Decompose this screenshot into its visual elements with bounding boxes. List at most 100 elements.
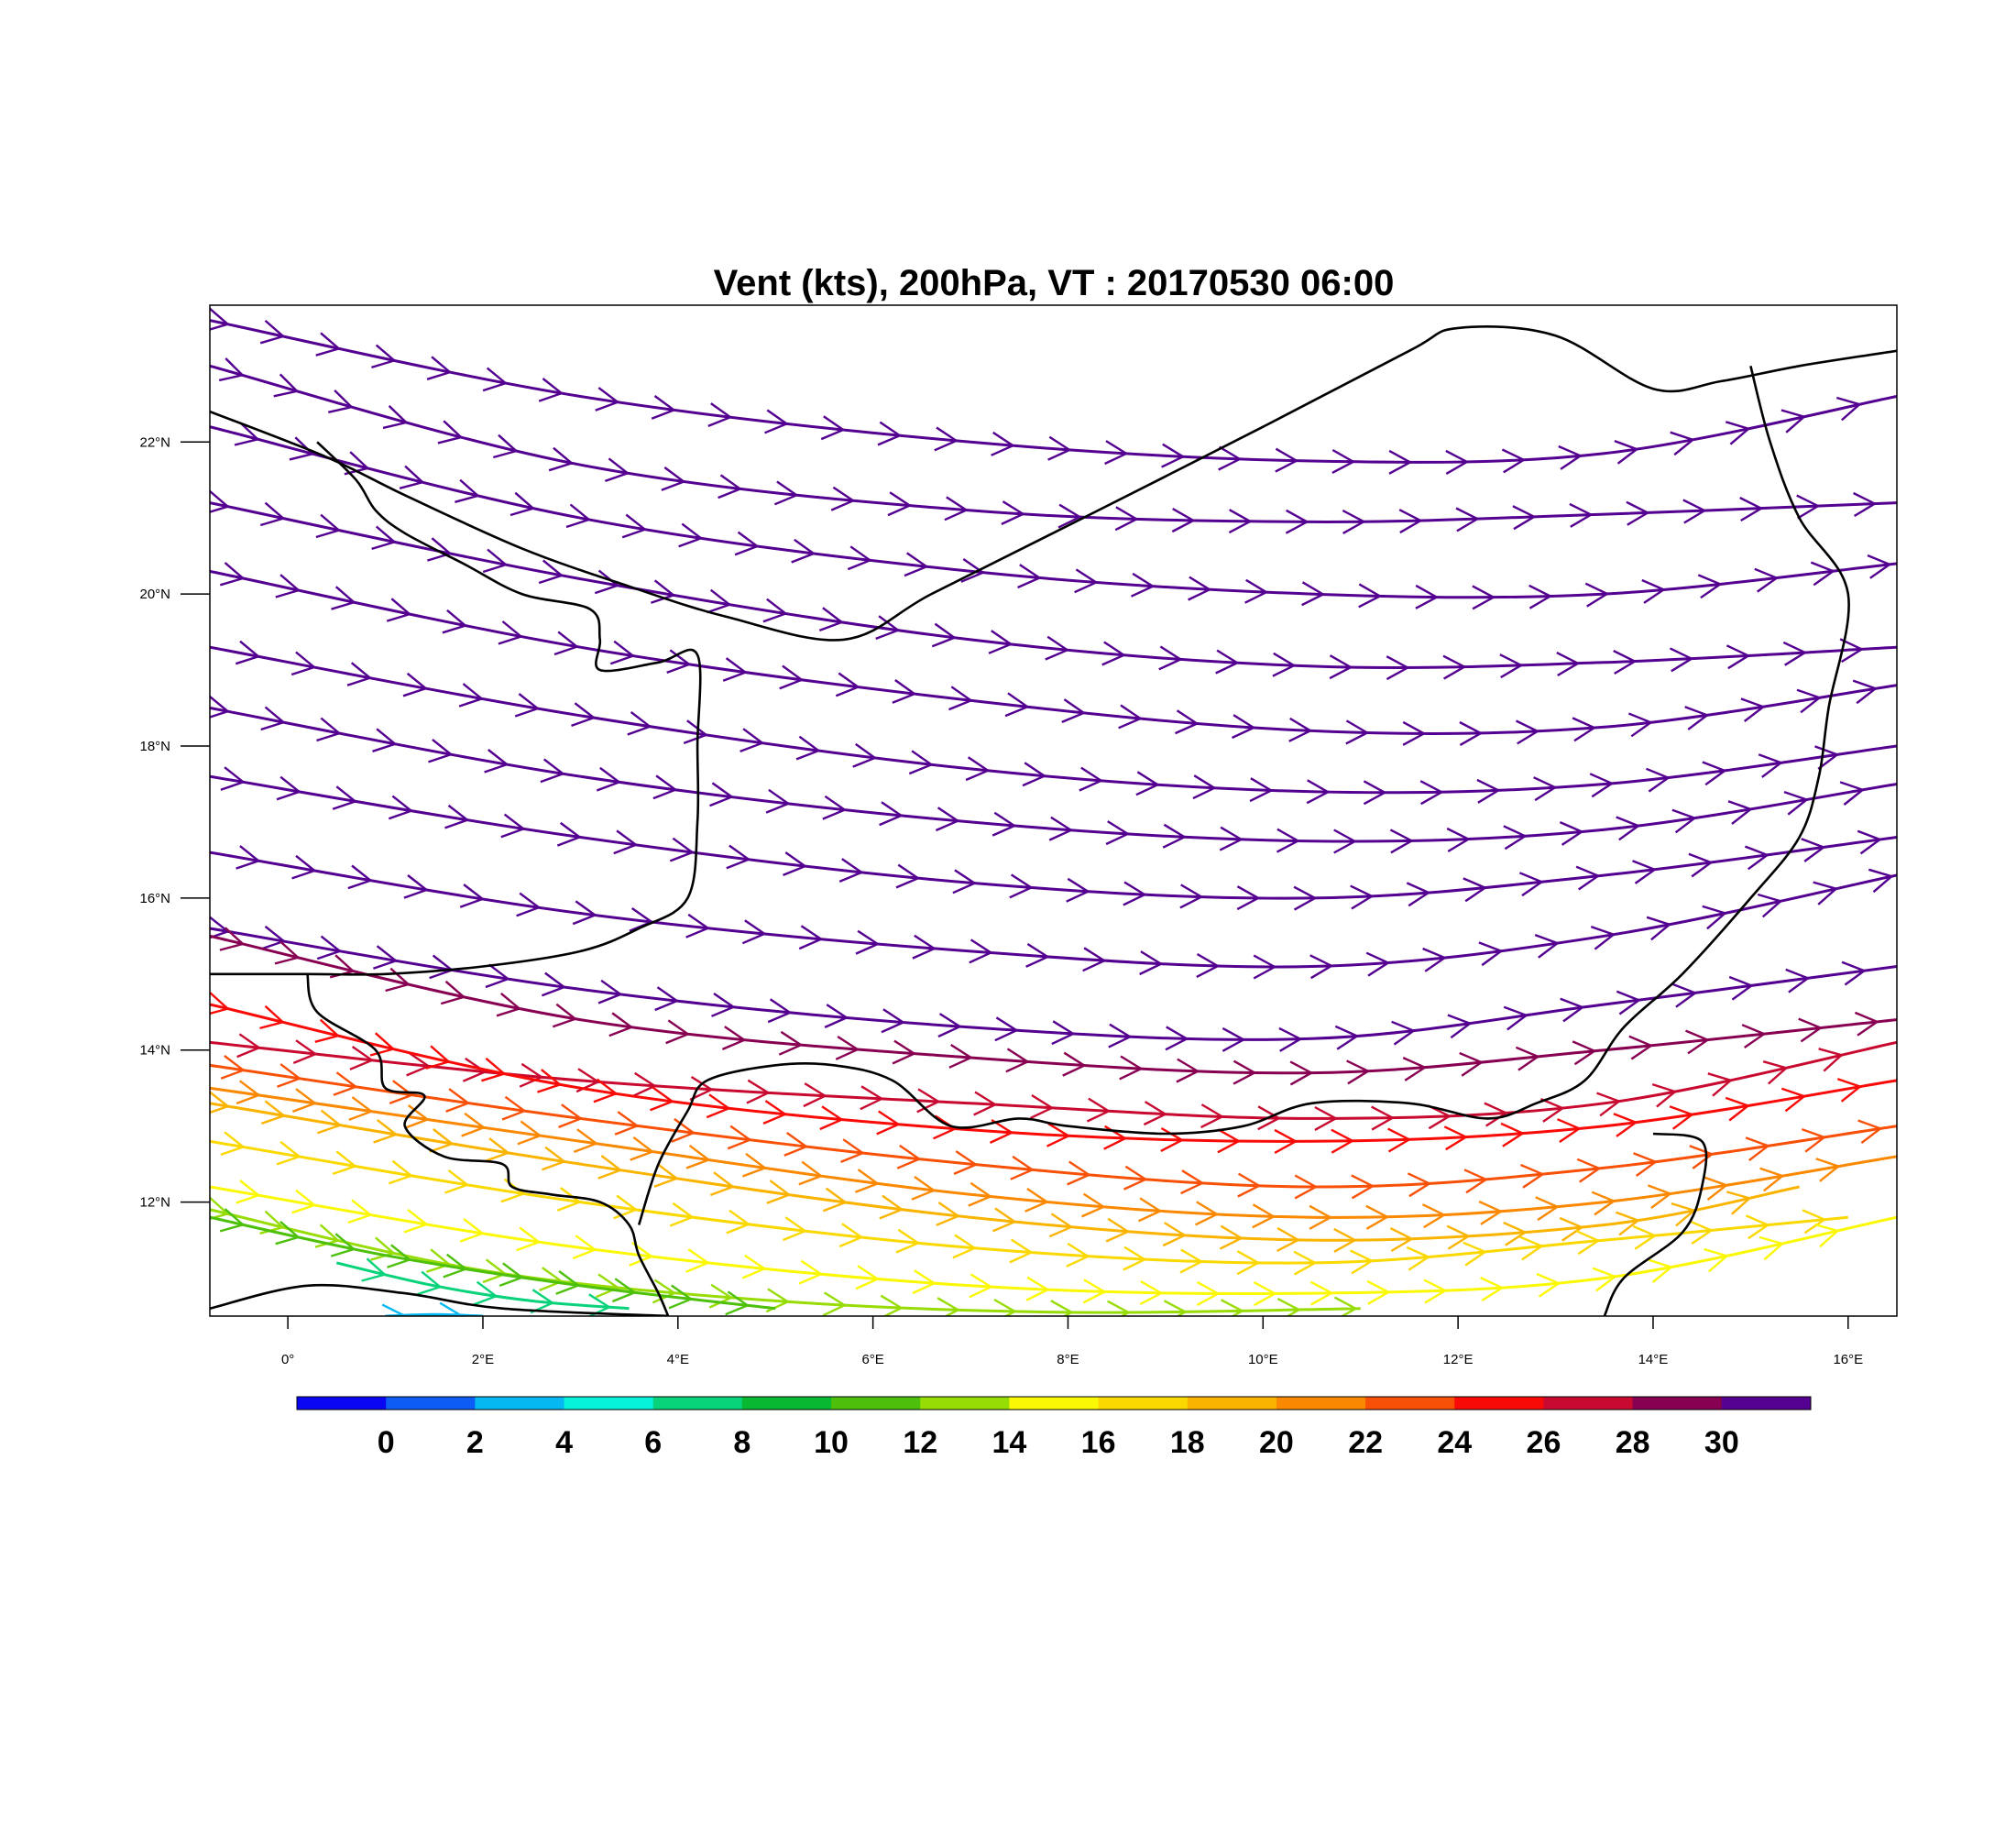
arrowhead-icon — [783, 1216, 808, 1242]
arrowhead-icon — [459, 1218, 486, 1243]
arrowhead-icon — [1744, 845, 1770, 871]
streamline — [210, 1197, 1361, 1316]
arrowhead-icon — [1615, 1211, 1641, 1236]
arrowhead-icon — [1500, 1122, 1526, 1147]
arrowhead-icon — [314, 1224, 341, 1248]
arrowhead-icon — [668, 1284, 694, 1310]
arrowhead-icon — [948, 686, 974, 711]
arrowhead-icon — [555, 1270, 581, 1295]
arrowhead-icon — [651, 579, 676, 604]
arrowhead-icon — [1646, 767, 1671, 793]
arrowhead-icon — [1689, 1220, 1715, 1246]
arrowhead-icon — [613, 829, 639, 855]
arrowhead-icon — [1503, 1221, 1528, 1246]
arrowhead-icon — [484, 749, 509, 774]
streamline — [210, 992, 1897, 1154]
arrowhead-icon — [1024, 1188, 1049, 1213]
arrowhead-icon — [741, 1152, 768, 1178]
arrowhead-icon — [1632, 1224, 1658, 1250]
arrowhead-icon — [540, 758, 565, 784]
arrowhead-icon — [1459, 1051, 1485, 1077]
arrowhead-icon — [1334, 1025, 1360, 1050]
streamline-path — [210, 1086, 1897, 1219]
arrowhead-icon — [1741, 1024, 1767, 1048]
arrowhead-icon — [652, 774, 678, 800]
arrowhead-icon — [1074, 568, 1099, 594]
arrowhead-icon — [1641, 578, 1667, 604]
arrowhead-icon — [1839, 638, 1865, 664]
arrowhead-icon — [389, 1080, 415, 1105]
arrowhead-icon — [838, 1223, 864, 1248]
arrowhead-icon — [764, 409, 789, 434]
arrowhead-icon — [1702, 905, 1728, 930]
streamline-path — [210, 707, 1897, 843]
border-line — [210, 325, 1897, 642]
arrowhead-icon — [1386, 655, 1410, 681]
arrowhead-icon — [349, 1046, 375, 1070]
arrowhead-icon — [608, 1012, 634, 1037]
arrowhead-icon — [1499, 653, 1524, 679]
arrowhead-icon — [333, 1071, 358, 1096]
arrowhead-icon — [316, 935, 343, 960]
arrowhead-icon — [330, 1233, 356, 1257]
arrowhead-icon — [332, 785, 358, 810]
arrowhead-icon — [1066, 1242, 1090, 1268]
arrowhead-icon — [1472, 585, 1496, 610]
arrowhead-icon — [316, 717, 342, 742]
arrowhead-icon — [1614, 439, 1639, 465]
streamline-path — [335, 1261, 630, 1311]
arrowhead-icon — [1388, 449, 1413, 475]
arrowhead-icon — [1559, 821, 1584, 846]
arrowhead-icon — [1613, 1113, 1638, 1137]
border-line — [306, 973, 670, 1316]
arrowhead-icon — [711, 993, 736, 1017]
arrowhead-icon — [778, 1030, 804, 1056]
arrowhead-icon — [798, 1259, 824, 1285]
arrowhead-icon — [556, 821, 583, 847]
arrowhead-icon — [1575, 1230, 1601, 1256]
arrowhead-icon — [445, 1088, 471, 1113]
arrowhead-icon — [373, 1118, 399, 1144]
colorbar-swatch — [831, 1397, 921, 1410]
arrowhead-icon — [1782, 641, 1808, 666]
arrowhead-icon — [969, 1273, 993, 1299]
arrowhead-icon — [1222, 1026, 1246, 1052]
arrowhead-icon — [1350, 1249, 1375, 1275]
arrowhead-icon — [347, 864, 373, 890]
colorbar-swatch — [564, 1397, 654, 1410]
arrowhead-icon — [236, 1180, 261, 1204]
arrowhead-icon — [1533, 776, 1558, 802]
arrowhead-icon — [1057, 503, 1082, 529]
arrowhead-icon — [1257, 1105, 1282, 1131]
streamline — [210, 422, 1897, 610]
arrowhead-icon — [960, 558, 986, 583]
arrowhead-icon — [347, 1199, 373, 1224]
arrowhead-icon — [1591, 1191, 1616, 1216]
arrowhead-icon — [819, 1105, 845, 1131]
arrowhead-icon — [1727, 800, 1753, 825]
arrowhead-icon — [1275, 447, 1299, 473]
arrowhead-icon — [370, 1236, 396, 1261]
arrowhead-icon — [1309, 954, 1334, 980]
arrowhead-icon — [429, 1128, 455, 1153]
arrowhead-icon — [455, 478, 480, 503]
arrowhead-icon — [1192, 774, 1217, 800]
arrowhead-icon — [1051, 1020, 1076, 1046]
arrowhead-icon — [426, 1248, 452, 1273]
arrowhead-icon — [235, 640, 261, 665]
colorbar-frame — [296, 1396, 1812, 1410]
arrowhead-icon — [1813, 1223, 1840, 1248]
arrowhead-icon — [594, 569, 620, 595]
arrowhead-icon — [1331, 448, 1356, 474]
streamline — [210, 1080, 1897, 1230]
arrowhead-icon — [595, 387, 620, 412]
lon-tick-label: 0° — [281, 1352, 294, 1367]
streamline-path — [210, 364, 1897, 523]
arrowhead-icon — [1342, 509, 1366, 534]
arrowhead-icon — [552, 1003, 578, 1028]
arrowhead-icon — [855, 1265, 881, 1290]
arrowhead-icon — [1123, 1165, 1148, 1191]
arrowhead-icon — [1535, 1196, 1560, 1222]
border-line — [210, 441, 702, 976]
arrowhead-icon — [274, 940, 301, 965]
